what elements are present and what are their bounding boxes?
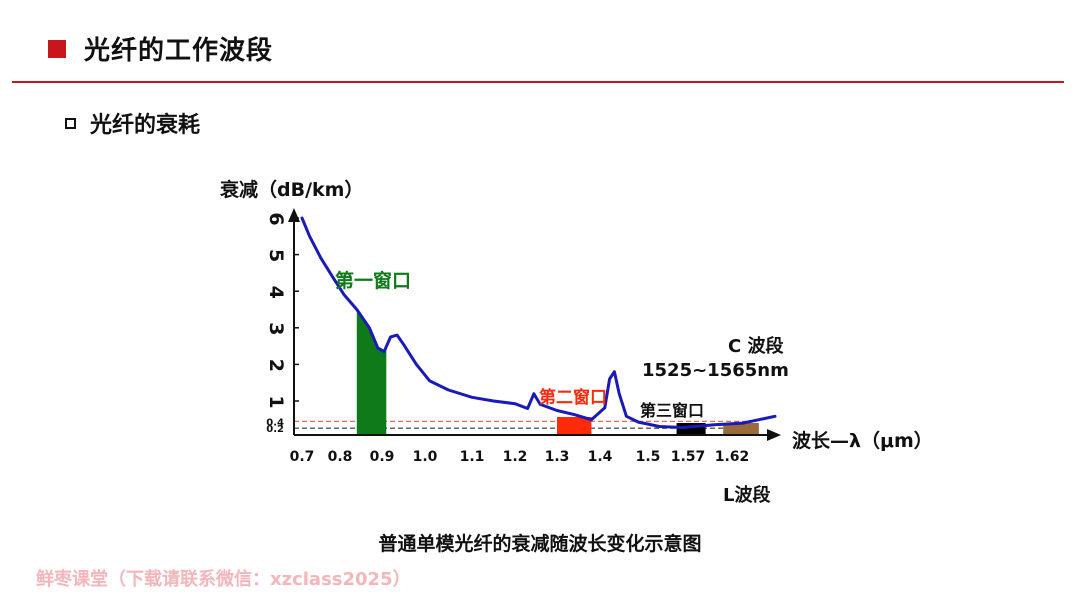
y-axis-arrow-icon [288, 208, 300, 222]
y-minor-label: 0.2 [266, 424, 284, 435]
y-tick-label: 5 [265, 249, 287, 262]
x-tick-label: 1.0 [413, 449, 438, 465]
x-tick-label: 0.7 [290, 449, 315, 465]
attenuation-curve [300, 216, 777, 429]
window-label-3: 第三窗口 [640, 401, 704, 420]
x-axis-label: 波长—λ（μm） [792, 429, 933, 452]
x-tick-label: 1.57 [671, 449, 706, 465]
watermark: 鲜枣课堂（下载请联系微信：xzclass2025） [36, 569, 411, 590]
c-band-label: C 波段 [728, 335, 784, 357]
window-bar-1 [356, 309, 387, 435]
header-divider [12, 81, 1064, 83]
chart-caption: 普通单模光纤的衰减随波长变化示意图 [378, 533, 702, 555]
window-label-1: 第一窗口 [335, 269, 411, 292]
y-tick-label: 6 [265, 212, 287, 225]
section-title: 光纤的衰耗 [90, 113, 201, 138]
section-heading: 光纤的衰耗 [65, 107, 200, 139]
x-tick-label: 1.1 [460, 449, 485, 465]
page-header: 光纤的工作波段 [48, 30, 273, 67]
x-tick-label: 1.62 [715, 449, 750, 465]
window-bar-2 [557, 417, 592, 435]
l-band-label: L波段 [723, 484, 771, 506]
x-tick-label: 1.5 [636, 449, 661, 465]
hollow-square-bullet-icon [65, 117, 76, 129]
x-tick-label: 1.2 [503, 449, 528, 465]
x-axis-arrow-icon [767, 429, 781, 441]
y-tick-label: 1 [265, 395, 287, 408]
y-tick-label: 2 [265, 359, 287, 372]
y-tick-label: 4 [265, 286, 287, 299]
window-label-2: 第二窗口 [539, 387, 607, 408]
page-title: 光纤的工作波段 [84, 36, 274, 66]
y-axis-label: 衰减（dB/km） [219, 178, 363, 201]
y-minor-label: 0.4 [266, 417, 284, 428]
y-tick-label: 3 [265, 322, 287, 335]
title-bullet-icon [48, 39, 66, 58]
x-tick-label: 1.4 [588, 449, 613, 465]
c-band-range: 1525~1565nm [642, 360, 789, 381]
x-tick-label: 0.9 [370, 449, 395, 465]
window-bar-4 [723, 423, 759, 435]
x-tick-label: 0.8 [328, 449, 353, 465]
x-tick-label: 1.3 [545, 449, 570, 465]
